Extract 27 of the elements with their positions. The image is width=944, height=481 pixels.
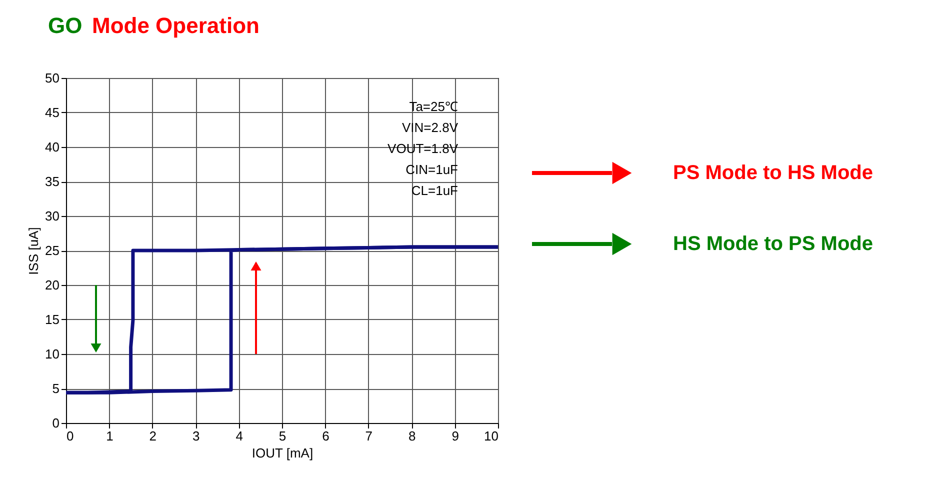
y-tick-label: 10 xyxy=(45,346,60,362)
y-tick-label: 25 xyxy=(45,243,60,258)
x-axis-title: IOUT [mA] xyxy=(252,446,314,460)
x-tick-label: 0 xyxy=(66,428,74,444)
x-tick-label: 3 xyxy=(192,428,200,444)
x-tick-label: 8 xyxy=(408,428,416,444)
text: HS Mode to PS Mode xyxy=(673,233,873,255)
x-tick-label: 10 xyxy=(484,428,498,444)
x-tick-label: 1 xyxy=(106,428,114,444)
x-tick-label: 6 xyxy=(322,428,330,444)
y-tick-label: 50 xyxy=(45,70,60,86)
x-tick-label: 5 xyxy=(278,428,286,444)
y-tick-label: 45 xyxy=(45,105,60,120)
y-tick-label: 20 xyxy=(45,278,60,292)
text: PS Mode to HS Mode xyxy=(673,162,873,184)
chart-title: GO Mode Operation xyxy=(48,13,260,38)
y-axis-title: ISS [uA] xyxy=(26,227,42,275)
y-tick-label: 15 xyxy=(45,312,60,327)
y-tick-label: 40 xyxy=(45,140,60,154)
y-tick-label: 0 xyxy=(52,416,60,430)
x-tick-label: 7 xyxy=(365,428,373,444)
x-tick-label: 4 xyxy=(236,428,243,444)
y-tick-label: 35 xyxy=(45,174,60,189)
y-tick-label: 30 xyxy=(45,208,60,224)
y-tick-label: 5 xyxy=(52,381,60,396)
x-tick-label: 9 xyxy=(452,428,459,444)
x-tick-label: 2 xyxy=(149,428,157,444)
